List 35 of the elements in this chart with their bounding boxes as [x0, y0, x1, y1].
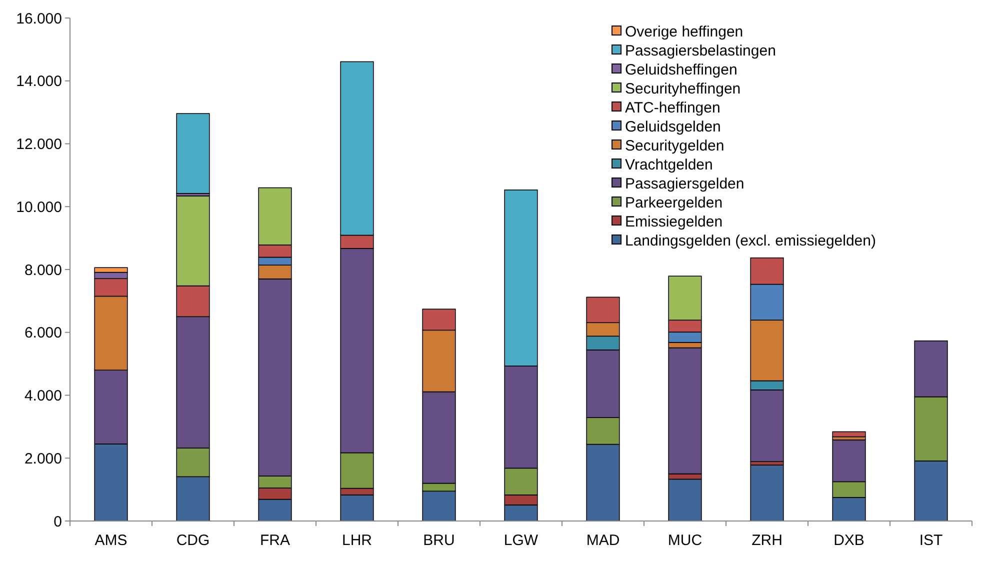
x-tick-label: LGW [504, 532, 539, 549]
x-tick-label: BRU [423, 532, 455, 549]
legend-label: Vrachtgelden [625, 156, 713, 174]
legend-label: Geluidsgelden [625, 118, 721, 136]
legend-label: Passagiersgelden [625, 175, 744, 192]
y-tick-label: 2.000 [24, 450, 62, 468]
y-tick-label: 8.000 [24, 262, 62, 279]
x-tick-label: LHR [342, 532, 372, 549]
legend-label: Securitygelden [625, 137, 724, 154]
bar [176, 113, 210, 194]
y-tick-label: 4.000 [24, 388, 62, 404]
x-tick-label: ZRH [752, 532, 782, 549]
x-tick-label: CDG [176, 532, 210, 549]
y-tick-label: 0 [54, 513, 62, 530]
legend-label: Securityheffingen [625, 80, 741, 98]
x-tick-label: AMS [94, 532, 128, 549]
x-tick-label: MAD [586, 532, 620, 549]
legend-label: Landingsgelden (excl. emissiegelden) [625, 232, 876, 250]
y-tick-label: 6.000 [24, 324, 62, 342]
y-tick-label: 16.000 [16, 10, 62, 28]
legend-label: Parkeergelden [625, 194, 723, 212]
x-tick-label: IST [919, 532, 943, 549]
y-tick-label: 10.000 [16, 198, 62, 216]
x-tick-label: DXB [834, 532, 864, 549]
y-tick-label: 14.000 [16, 73, 62, 90]
legend-label: Geluidsheffingen [625, 61, 738, 78]
x-tick-label: MUC [668, 532, 702, 549]
legend-label: ATC-heffingen [625, 99, 720, 116]
legend-label: Passagiersbelastingen [625, 42, 776, 60]
bar [750, 464, 784, 522]
legend-label: Emissiegelden [625, 213, 723, 230]
legend-label: Overige heffingen [625, 23, 744, 40]
y-tick-label: 12.000 [16, 136, 62, 153]
x-tick-label: FRA [260, 532, 290, 549]
bar [832, 431, 866, 438]
